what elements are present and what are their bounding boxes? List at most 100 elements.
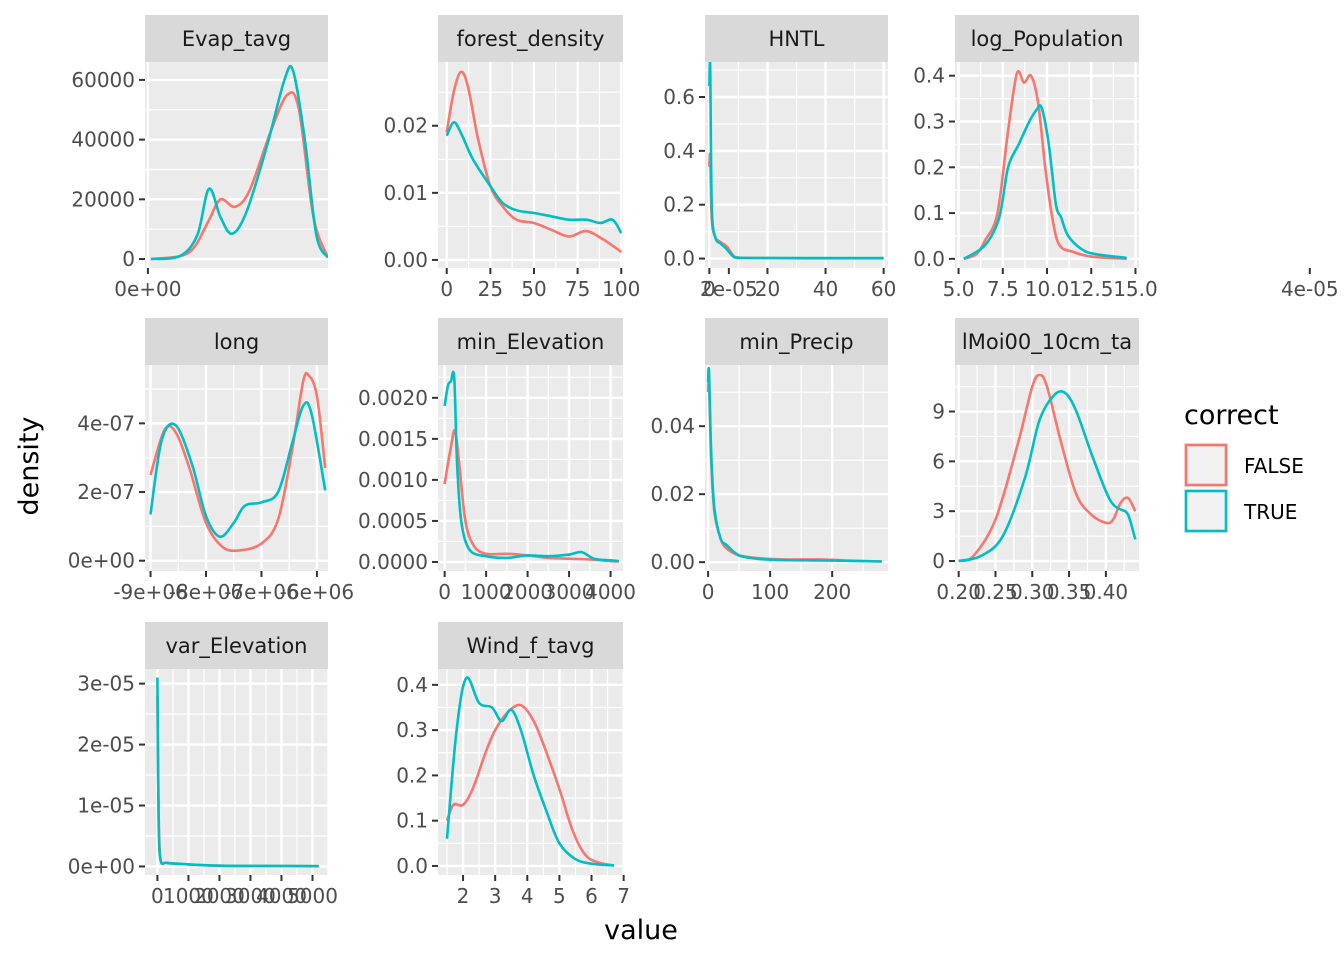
x-tick-label: 60 — [871, 277, 896, 301]
x-tick-label: 4000 — [256, 884, 307, 908]
x-tick-label: 7 — [617, 884, 630, 908]
x-tick-label: 100 — [751, 580, 789, 604]
panel-evap-tavg: Evap_tavg0e+002e-054e-056e-0502000040000… — [71, 15, 1339, 301]
y-tick-label: 2e-07 — [77, 480, 135, 504]
strip-hntl — [705, 15, 888, 62]
x-tick-label: 100 — [602, 277, 640, 301]
y-tick-label: 6 — [932, 449, 945, 473]
density-line-true — [156, 677, 319, 868]
y-tick-label: 0 — [122, 247, 135, 271]
x-tick-label: 0.40 — [1084, 580, 1129, 604]
strip-label-hntl: HNTL — [768, 27, 824, 51]
y-tick-label: 0.4 — [913, 64, 945, 88]
y-tick-label: 0.1 — [396, 809, 428, 833]
panel-forest-density: forest_density 0 25 50 75 100 0.00 0.01 0.02 — [383, 15, 640, 301]
grid-lines — [705, 365, 888, 571]
density-line-false — [149, 371, 327, 553]
y-tick-label: 0e+00 — [68, 854, 135, 878]
density-line-false — [445, 703, 615, 867]
legend-key — [1184, 443, 1228, 487]
grid-lines — [438, 365, 623, 571]
x-tick-label: 0 — [703, 277, 716, 301]
x-tick-label: -7e+06 — [224, 580, 298, 604]
x-tick-label: 15.0 — [1113, 277, 1158, 301]
y-tick-label: 0.0 — [396, 854, 428, 878]
legend-key — [1184, 489, 1228, 533]
grid-lines — [145, 365, 328, 571]
legend-swatch — [1184, 489, 1228, 533]
x-tick-label: 6 — [585, 884, 598, 908]
x-tick-label: -9e+06 — [113, 580, 187, 604]
y-tick-label: 40000 — [71, 128, 135, 152]
y-tick-label: 4e-07 — [77, 411, 135, 435]
panel-background — [438, 62, 623, 268]
strip-label-evap-tavg: Evap_tavg — [182, 27, 291, 52]
x-tick-label: -6e+06 — [280, 580, 354, 604]
legend-title: correct — [1184, 400, 1279, 431]
x-tick-label: 200 — [813, 580, 851, 604]
x-tick-label: 0.35 — [1047, 580, 1092, 604]
density-line-false — [445, 70, 623, 253]
legend-entry-true: TRUE — [1184, 489, 1297, 533]
y-tick-label: 0.4 — [663, 139, 695, 163]
density-line-true — [149, 401, 327, 539]
strip-label-wind-f-tavg: Wind_f_tavg — [466, 634, 594, 659]
panel-log-population: log_Population 5.0 7.5 10.0 12.5 15.0 0.0 0.1 0.… — [913, 15, 1158, 301]
strip-label-long: long — [214, 330, 259, 354]
x-tick-label: 0 — [151, 884, 164, 908]
grid-lines — [438, 62, 623, 268]
y-tick-label: 0.01 — [383, 181, 428, 205]
x-tick-label: 3000 — [544, 580, 595, 604]
y-tick-label: 0.6 — [663, 85, 695, 109]
x-tick-label: 2e-05 — [700, 277, 758, 301]
x-tick-label: 12.5 — [1069, 277, 1114, 301]
x-tick-label: 2000 — [502, 580, 553, 604]
legend-entry-false: FALSE — [1184, 443, 1304, 487]
y-tick-label: 20000 — [71, 187, 135, 211]
panel-background — [145, 365, 328, 571]
x-tick-label: 0e+00 — [114, 277, 181, 301]
strip-var-elevation — [145, 622, 328, 669]
y-tick-label: 0.00 — [383, 248, 428, 272]
x-tick-label: 0.30 — [1010, 580, 1055, 604]
y-tick-label: 0.0 — [663, 247, 695, 271]
x-tick-label: 2000 — [194, 884, 245, 908]
y-tick-label: 60000 — [71, 68, 135, 92]
x-tick-label: 0.25 — [973, 580, 1018, 604]
strip-label-min-elevation: min_Elevation — [457, 330, 605, 355]
y-tick-label: 0.1 — [913, 201, 945, 225]
strip-label-log-population: log_Population — [971, 27, 1124, 52]
x-tick-label: 7.5 — [987, 277, 1019, 301]
x-tick-label: 4e-05 — [1281, 277, 1339, 301]
density-line-true — [706, 366, 882, 563]
x-tick-label: 4 — [521, 884, 534, 908]
y-tick-label: 0.2 — [396, 763, 428, 787]
x-tick-label: 40 — [813, 277, 838, 301]
strip-log-population — [955, 15, 1139, 62]
density-line-true — [963, 104, 1127, 260]
density-line-true — [958, 390, 1137, 563]
y-tick-label: 0.00 — [650, 550, 695, 574]
strip-label-lmoi00-10cm-ta: lMoi00_10cm_ta — [962, 330, 1132, 355]
x-tick-label: 0 — [702, 580, 715, 604]
y-tick-label: 0.3 — [913, 110, 945, 134]
panel-hntl: HNTL 0 20 40 60 0.0 0.2 0.4 0.6 — [663, 15, 896, 301]
strip-label-min-precip: min_Precip — [739, 330, 853, 355]
panel-background — [955, 365, 1139, 571]
y-tick-label: 0.0 — [913, 247, 945, 271]
y-axis-title: density — [14, 416, 45, 515]
panel-lmoi00-10cm-ta: lMoi00_10cm_ta 0.200.250.300.350.40 0 3 6 9 — [932, 318, 1139, 604]
y-tick-label: 3e-05 — [77, 672, 135, 696]
x-tick-label: 5.0 — [943, 277, 975, 301]
x-tick-label: 0 — [438, 580, 451, 604]
y-tick-label: 0.04 — [650, 414, 695, 438]
y-tick-label: 1e-05 — [77, 794, 135, 818]
y-tick-label: 0e+00 — [68, 549, 135, 573]
density-line-true — [150, 64, 328, 261]
x-tick-label: 5000 — [287, 884, 338, 908]
legend-label: FALSE — [1244, 454, 1304, 478]
strip-forest-density — [438, 15, 623, 62]
panel-background — [438, 669, 623, 875]
x-tick-label: 0.20 — [936, 580, 981, 604]
strip-label-var-elevation: var_Elevation — [166, 634, 308, 659]
